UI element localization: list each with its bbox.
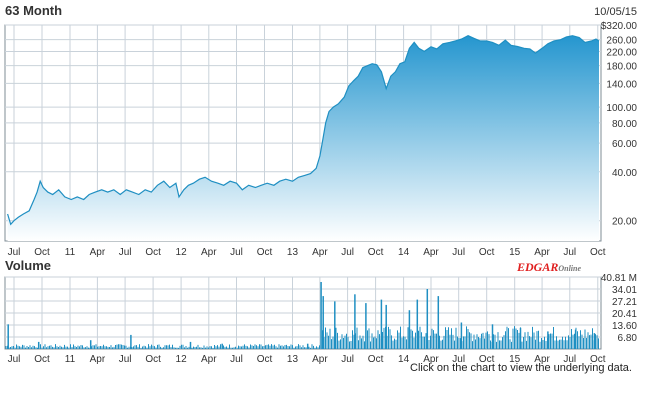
price-x-tick-label: 15 [509, 247, 521, 258]
volume-x-tick-label: Jul [563, 354, 576, 365]
edgar-logo: EDGAROnline [516, 260, 581, 274]
price-y-tick-label: 80.00 [612, 119, 637, 130]
volume-x-tick-label: 15 [509, 354, 521, 365]
price-x-tick-label: Jul [119, 247, 132, 258]
price-x-tick-label: 14 [398, 247, 410, 258]
price-area-series [7, 35, 600, 242]
volume-x-tick-label: 14 [398, 354, 410, 365]
price-x-tick-label: Jul [8, 247, 21, 258]
price-x-tick-label: Oct [145, 247, 161, 258]
price-x-tick-label: Apr [534, 247, 550, 258]
edgar-logo-online: Online [558, 264, 581, 273]
volume-x-tick-label: Apr [423, 354, 439, 365]
price-x-tick-label: 13 [287, 247, 299, 258]
footer-note[interactable]: Click on the chart to view the underlyin… [410, 362, 632, 374]
price-x-tick-label: Oct [34, 247, 50, 258]
volume-x-tick-label: Apr [312, 354, 328, 365]
volume-x-tick-label: Jul [452, 354, 465, 365]
price-x-tick-label: Apr [312, 247, 328, 258]
price-x-tick-label: Oct [590, 247, 606, 258]
volume-title: Volume [5, 258, 51, 273]
volume-x-tick-label: Apr [534, 354, 550, 365]
volume-x-tick-label: Jul [341, 354, 354, 365]
volume-y-tick-label: 6.80 [618, 333, 638, 344]
price-y-tick-label: 60.00 [612, 139, 637, 150]
volume-y-tick-label: 34.01 [612, 285, 637, 296]
price-x-tick-label: 11 [65, 247, 76, 258]
volume-x-tick-label: Oct [34, 354, 50, 365]
price-x-tick-label: Oct [257, 247, 273, 258]
volume-gridlines [5, 276, 601, 349]
volume-x-tick-label: 12 [176, 354, 188, 365]
price-x-tick-label: Apr [201, 247, 217, 258]
price-x-tick-label: 12 [176, 247, 188, 258]
price-x-tick-label: Apr [90, 247, 106, 258]
volume-x-tick-label: Oct [257, 354, 273, 365]
chart-title: 63 Month [5, 3, 62, 18]
price-y-tick-label: 260.00 [606, 36, 637, 47]
volume-x-tick-label: Jul [230, 354, 243, 365]
price-y-tick-label: 40.00 [612, 168, 637, 179]
volume-y-tick-label: 40.81 M [601, 273, 637, 284]
volume-x-tick-label: Jul [119, 354, 132, 365]
volume-x-tick-label: Oct [145, 354, 161, 365]
price-x-tick-label: Oct [368, 247, 384, 258]
volume-bars [5, 282, 599, 349]
volume-x-tick-label: Oct [368, 354, 384, 365]
price-x-axis-labels: Jul Oct 11 Apr Jul Oct 12 Apr Jul Oct 13 Apr Jul Oct 1… [8, 247, 606, 258]
volume-x-tick-label: Oct [479, 354, 495, 365]
price-x-tick-label: Jul [563, 247, 576, 258]
volume-x-tick-label: Apr [90, 354, 106, 365]
price-x-tick-label: Apr [423, 247, 439, 258]
price-y-tick-label: $320.00 [601, 21, 638, 32]
price-y-tick-label: 220.00 [606, 47, 637, 58]
volume-x-tick-label: 13 [287, 354, 299, 365]
price-x-tick-label: Oct [479, 247, 495, 258]
price-x-tick-label: Jul [230, 247, 243, 258]
price-x-tick-label: Jul [341, 247, 354, 258]
volume-y-tick-label: 13.60 [612, 321, 637, 332]
price-y-tick-label: 180.00 [606, 62, 637, 73]
chart-date: 10/05/15 [594, 6, 637, 18]
volume-x-tick-label: Oct [590, 354, 606, 365]
price-y-axis-labels: 20.00 40.00 60.00 80.00 100.00 140.00 180.00 22… [601, 21, 638, 228]
volume-x-axis-labels: Jul Oct 11 Apr Jul Oct 12 Apr Jul Oct 13 Apr Jul Oct 1… [8, 354, 606, 365]
volume-x-tick-label: 11 [65, 354, 76, 365]
price-y-tick-label: 20.00 [612, 217, 637, 228]
volume-x-tick-label: Apr [201, 354, 217, 365]
volume-y-tick-label: 20.41 [612, 309, 637, 320]
price-line [7, 35, 600, 226]
volume-y-tick-label: 27.21 [612, 297, 637, 308]
price-y-tick-label: 140.00 [606, 79, 637, 90]
edgar-logo-main: EDGAR [516, 260, 558, 274]
price-x-tick-label: Jul [452, 247, 465, 258]
volume-x-tick-label: Jul [8, 354, 21, 365]
price-area-fill [7, 35, 600, 242]
price-y-tick-label: 100.00 [606, 103, 637, 114]
